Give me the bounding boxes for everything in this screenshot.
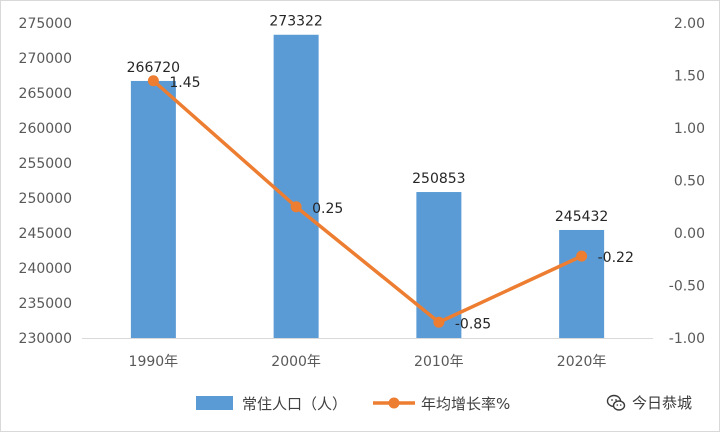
wechat-icon [606, 394, 626, 411]
right-tick-label: -0.50 [669, 279, 705, 295]
bar-data-label: 250853 [412, 171, 465, 187]
x-tick-label: 1990年 [129, 354, 179, 370]
bar-data-label: 266720 [127, 60, 180, 76]
x-tick-label: 2010年 [414, 354, 464, 370]
left-tick-label: 245000 [19, 226, 72, 242]
right-tick-label: -1.00 [669, 331, 705, 347]
line-point [433, 316, 445, 328]
bar-series [130, 34, 605, 339]
bar [130, 80, 176, 339]
line-point [576, 250, 588, 262]
bar [559, 229, 605, 338]
legend-bar-swatch [196, 396, 233, 410]
x-tick-label: 2000年 [271, 354, 321, 370]
left-tick-label: 260000 [19, 121, 72, 137]
left-tick-label: 275000 [19, 16, 72, 32]
bar [273, 34, 319, 338]
legend-line-marker [388, 397, 400, 409]
line-point [147, 75, 159, 87]
left-tick-label: 230000 [19, 331, 72, 347]
line-data-label: -0.22 [598, 250, 634, 266]
line-data-label: 1.45 [169, 75, 200, 91]
line-data-labels: 1.45 0.25 -0.85 -0.22 [169, 75, 633, 333]
watermark-text: 今日恭城 [632, 394, 693, 412]
right-axis-ticks: -1.00 -0.50 0.00 0.50 1.00 1.50 2.00 [669, 16, 705, 347]
line-data-label: -0.85 [455, 316, 491, 332]
x-axis-ticks: 1990年 2000年 2010年 2020年 [129, 354, 607, 370]
line-point [290, 201, 302, 213]
bar-data-labels: 266720 273322 250853 245432 [127, 14, 609, 225]
left-tick-label: 265000 [19, 86, 72, 102]
line-series [147, 75, 588, 328]
left-tick-label: 270000 [19, 51, 72, 67]
legend-line-label: 年均增长率% [421, 395, 510, 413]
right-tick-label: 1.00 [674, 121, 705, 137]
legend: 常住人口（人） 年均增长率% [196, 395, 510, 413]
left-tick-label: 250000 [19, 191, 72, 207]
right-tick-label: 0.00 [674, 226, 705, 242]
watermark: 今日恭城 [606, 392, 692, 413]
left-tick-label: 240000 [19, 261, 72, 277]
left-tick-label: 255000 [19, 156, 72, 172]
line-data-label: 0.25 [312, 201, 343, 217]
bar-data-label: 245432 [555, 209, 608, 225]
bar-data-label: 273322 [269, 14, 322, 30]
right-tick-label: 2.00 [674, 16, 705, 32]
left-axis-ticks: 230000 235000 240000 245000 250000 255000 2600… [19, 16, 72, 347]
right-tick-label: 0.50 [674, 174, 705, 190]
left-tick-label: 235000 [19, 296, 72, 312]
right-tick-label: 1.50 [674, 69, 705, 85]
x-tick-label: 2020年 [557, 354, 607, 370]
line-path [152, 79, 583, 324]
legend-bar-label: 常住人口（人） [242, 395, 347, 413]
